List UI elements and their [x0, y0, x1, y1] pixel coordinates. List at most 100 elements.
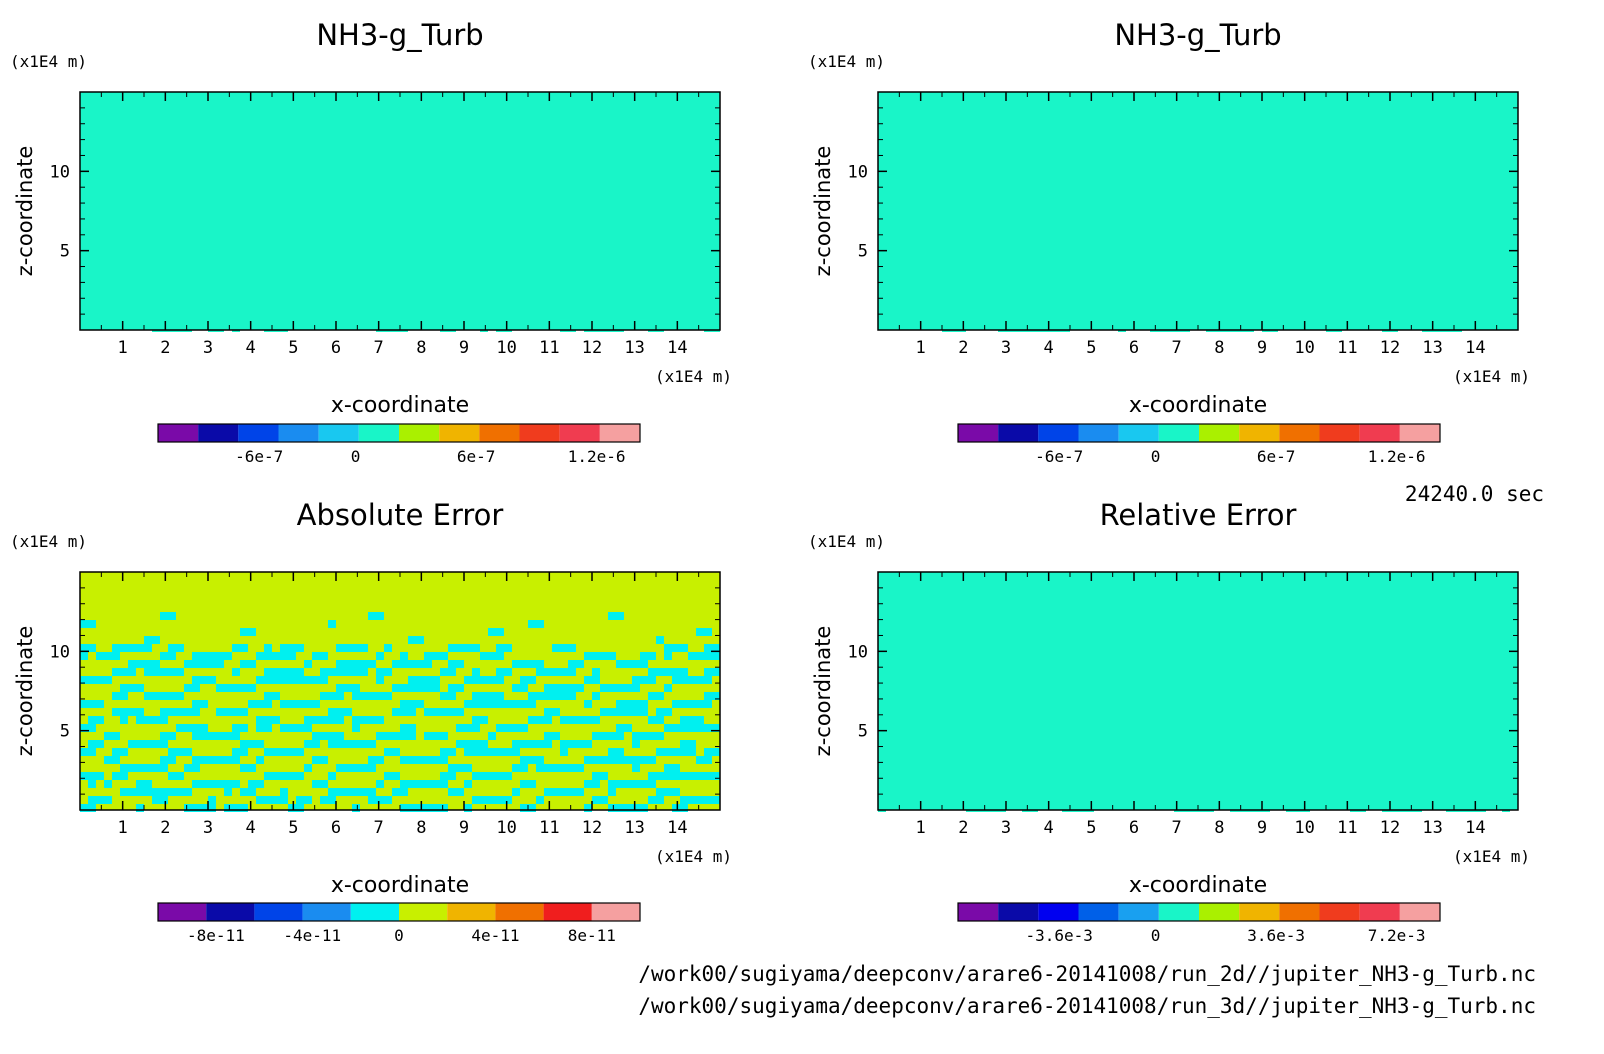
- field-cell: [592, 668, 600, 676]
- field-cell: [456, 684, 464, 692]
- field-cell: [918, 172, 926, 180]
- field-cell: [376, 612, 384, 620]
- field-cell: [910, 692, 918, 700]
- field-cell: [712, 300, 720, 308]
- field-cell: [1270, 188, 1278, 196]
- field-cell: [216, 732, 224, 740]
- field-cell: [472, 316, 480, 324]
- field-cell: [1142, 700, 1150, 708]
- field-cell: [480, 772, 488, 780]
- field-cell: [120, 772, 128, 780]
- x-tick-label: 12: [582, 338, 602, 358]
- field-cell: [1430, 732, 1438, 740]
- field-cell: [216, 780, 224, 788]
- field-cell: [520, 260, 528, 268]
- field-cell: [240, 268, 248, 276]
- field-cell: [680, 244, 688, 252]
- field-cell: [440, 652, 448, 660]
- field-cell: [1174, 724, 1182, 732]
- field-cell: [528, 716, 536, 724]
- field-cell: [1262, 724, 1270, 732]
- field-cell: [152, 212, 160, 220]
- field-cell: [1342, 644, 1350, 652]
- field-cell: [352, 276, 360, 284]
- field-cell: [192, 756, 200, 764]
- field-cell: [264, 188, 272, 196]
- field-cell: [1430, 652, 1438, 660]
- field-cell: [1382, 300, 1390, 308]
- field-cell: [1294, 172, 1302, 180]
- field-cell: [120, 764, 128, 772]
- field-cell: [80, 652, 88, 660]
- field-cell: [1438, 204, 1446, 212]
- field-cell: [966, 308, 974, 316]
- field-cell: [624, 196, 632, 204]
- field-cell: [384, 644, 392, 652]
- field-cell: [552, 644, 560, 652]
- field-cell: [974, 740, 982, 748]
- field-cell: [88, 740, 96, 748]
- field-cell: [416, 804, 424, 812]
- field-cell: [96, 212, 104, 220]
- field-cell: [240, 212, 248, 220]
- field-cell: [1078, 652, 1086, 660]
- field-cell: [958, 324, 966, 332]
- field-cell: [982, 188, 990, 196]
- field-cell: [894, 772, 902, 780]
- field-cell: [1182, 212, 1190, 220]
- field-cell: [1110, 772, 1118, 780]
- colorbar-segment: [1399, 424, 1440, 442]
- field-cell: [1398, 788, 1406, 796]
- field-cell: [1342, 260, 1350, 268]
- field-cell: [168, 252, 176, 260]
- field-cell: [1054, 676, 1062, 684]
- field-cell: [464, 196, 472, 204]
- field-cell: [616, 684, 624, 692]
- field-cell: [584, 276, 592, 284]
- field-cell: [472, 668, 480, 676]
- field-cell: [1454, 196, 1462, 204]
- field-cell: [1510, 716, 1518, 724]
- field-cell: [104, 780, 112, 788]
- field-cell: [1310, 764, 1318, 772]
- field-cell: [1222, 324, 1230, 332]
- field-cell: [680, 700, 688, 708]
- field-cell: [1166, 788, 1174, 796]
- field-cell: [1238, 300, 1246, 308]
- field-cell: [112, 652, 120, 660]
- field-cell: [600, 284, 608, 292]
- field-cell: [360, 644, 368, 652]
- x-tick-label: 6: [1129, 338, 1139, 358]
- time-label: 24240.0 sec: [1404, 482, 1544, 506]
- field-cell: [240, 220, 248, 228]
- field-cell: [296, 644, 304, 652]
- field-cell: [624, 252, 632, 260]
- field-cell: [1110, 732, 1118, 740]
- field-cell: [208, 252, 216, 260]
- field-cell: [448, 292, 456, 300]
- field-cell: [1430, 708, 1438, 716]
- field-cell: [384, 220, 392, 228]
- field-cell: [982, 764, 990, 772]
- field-cell: [232, 220, 240, 228]
- field-cell: [424, 684, 432, 692]
- field-cell: [910, 300, 918, 308]
- field-cell: [1334, 716, 1342, 724]
- x-tick-label: 7: [374, 818, 384, 838]
- field-cell: [496, 300, 504, 308]
- field-cell: [272, 796, 280, 804]
- field-cell: [240, 172, 248, 180]
- field-cell: [88, 188, 96, 196]
- field-cell: [1454, 180, 1462, 188]
- field-cell: [640, 708, 648, 716]
- field-cell: [1142, 740, 1150, 748]
- field-cell: [1278, 732, 1286, 740]
- field-cell: [424, 780, 432, 788]
- field-cell: [120, 708, 128, 716]
- chart-title: Relative Error: [1100, 498, 1297, 532]
- field-cell: [1422, 268, 1430, 276]
- field-cell: [1326, 196, 1334, 204]
- field-cell: [1310, 308, 1318, 316]
- field-cell: [1510, 188, 1518, 196]
- field-cell: [950, 284, 958, 292]
